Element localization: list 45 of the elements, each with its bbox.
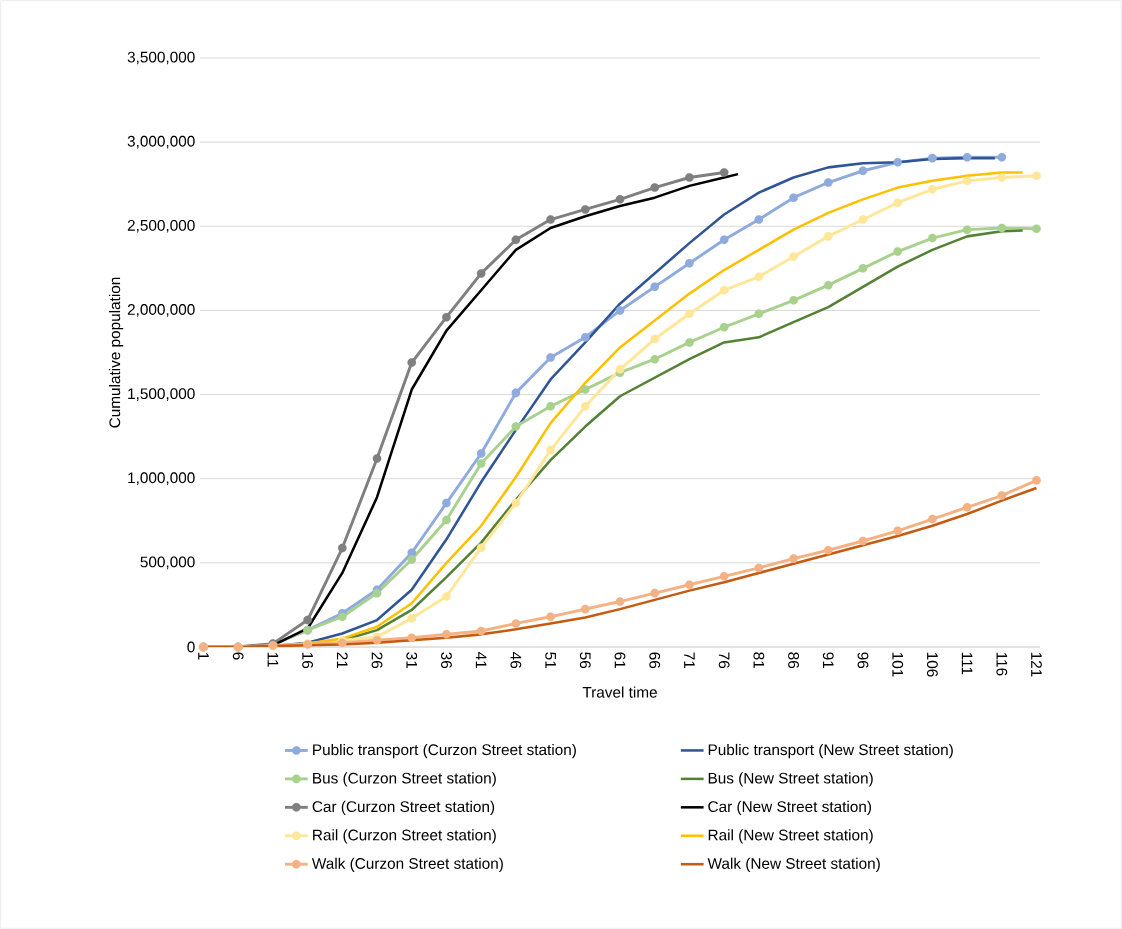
x-tick-label: 91 (822, 652, 834, 668)
legend-label: Rail (New Street station) (708, 829, 873, 844)
x-tick-label: 6 (232, 652, 244, 660)
x-tick-label: 101 (892, 652, 904, 677)
x-tick-label: 106 (926, 652, 938, 677)
x-tick-label: 36 (441, 652, 452, 669)
legend-label: Rail (Curzon Street station) (313, 829, 496, 844)
legend-label: Walk (Curzon Street station) (311, 857, 503, 872)
x-axis-title: Travel time (582, 686, 657, 698)
legend-label: Car (New Street station) (708, 800, 872, 816)
x-tick-label: 71 (684, 652, 695, 668)
x-tick-label: 116 (996, 652, 1008, 676)
x-tick-label: 61 (614, 652, 626, 668)
x-tick-label: 11 (267, 652, 279, 667)
x-tick-label: 51 (545, 652, 556, 668)
x-tick-label: 21 (336, 652, 348, 668)
y-tick-label: 1,000,000 (128, 472, 195, 486)
x-tick-label: 31 (406, 652, 418, 668)
x-tick-label: 41 (475, 652, 487, 668)
x-tick-label: 16 (302, 652, 314, 669)
y-tick-label: 2,000,000 (127, 304, 195, 317)
y-tick-label: 0 (187, 641, 195, 653)
legend-label: Bus (New Street station) (708, 772, 873, 787)
x-tick-label: 81 (753, 652, 765, 668)
y-tick-label: 3,500,000 (127, 51, 195, 65)
x-tick-label: 96 (857, 652, 869, 669)
legend-label: Car (Curzon Street station) (312, 800, 495, 816)
y-axis-title: Cumulative population (108, 277, 124, 428)
x-tick-label: 1 (198, 652, 209, 660)
y-tick-label: 500,000 (140, 556, 195, 570)
legend-label: Public transport (New Street station) (708, 743, 953, 759)
x-tick-label: 46 (510, 652, 522, 669)
y-tick-label: 1,500,000 (128, 388, 195, 401)
x-tick-label: 76 (718, 652, 730, 669)
legend-label: Public transport (Curzon Street station) (313, 743, 576, 759)
x-tick-label: 86 (788, 652, 799, 669)
legend-label: Bus (Curzon Street station) (313, 772, 496, 787)
x-tick-label: 26 (371, 652, 383, 669)
x-tick-label: 121 (1031, 652, 1042, 677)
x-tick-label: 56 (579, 652, 591, 669)
legend-label: Walk (New Street station) (707, 857, 880, 872)
x-tick-label: 111 (961, 652, 973, 675)
y-tick-label: 3,000,000 (127, 135, 195, 149)
y-tick-label: 2,500,000 (127, 219, 195, 233)
x-tick-label: 66 (649, 652, 661, 669)
